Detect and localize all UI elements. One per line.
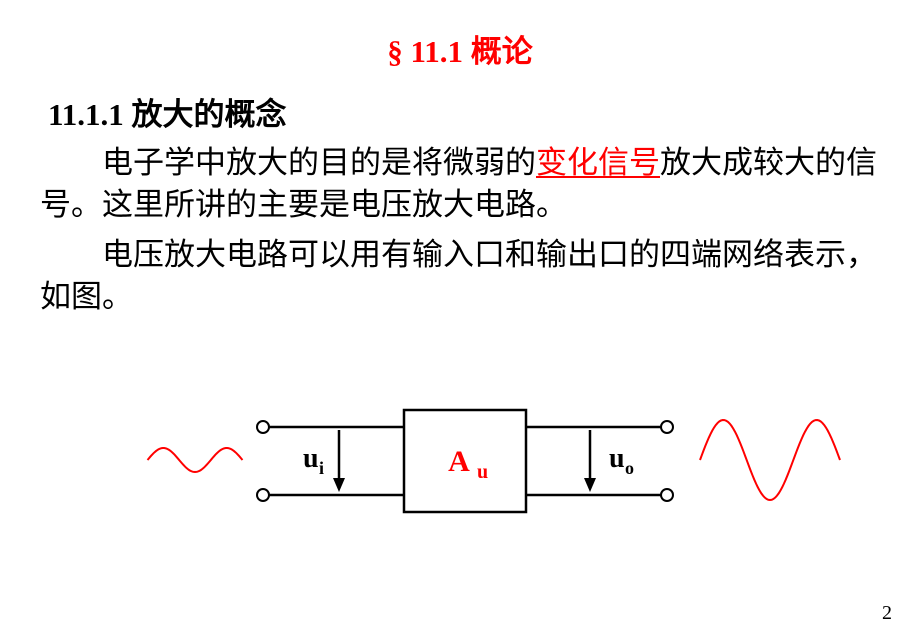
svg-text:u: u	[609, 443, 625, 474]
circuit-diagram: Au uiuo	[0, 0, 920, 637]
svg-text:i: i	[319, 458, 324, 478]
amplifier-box: Au	[404, 410, 526, 512]
page-number: 2	[882, 602, 892, 625]
svg-text:u: u	[303, 443, 319, 474]
svg-text:A: A	[448, 445, 470, 478]
svg-text:o: o	[625, 458, 634, 478]
slide: § 11.1 概论 11.1.1 放大的概念 电子学中放大的目的是将微弱的变化信…	[0, 0, 920, 637]
svg-text:u: u	[477, 461, 488, 483]
